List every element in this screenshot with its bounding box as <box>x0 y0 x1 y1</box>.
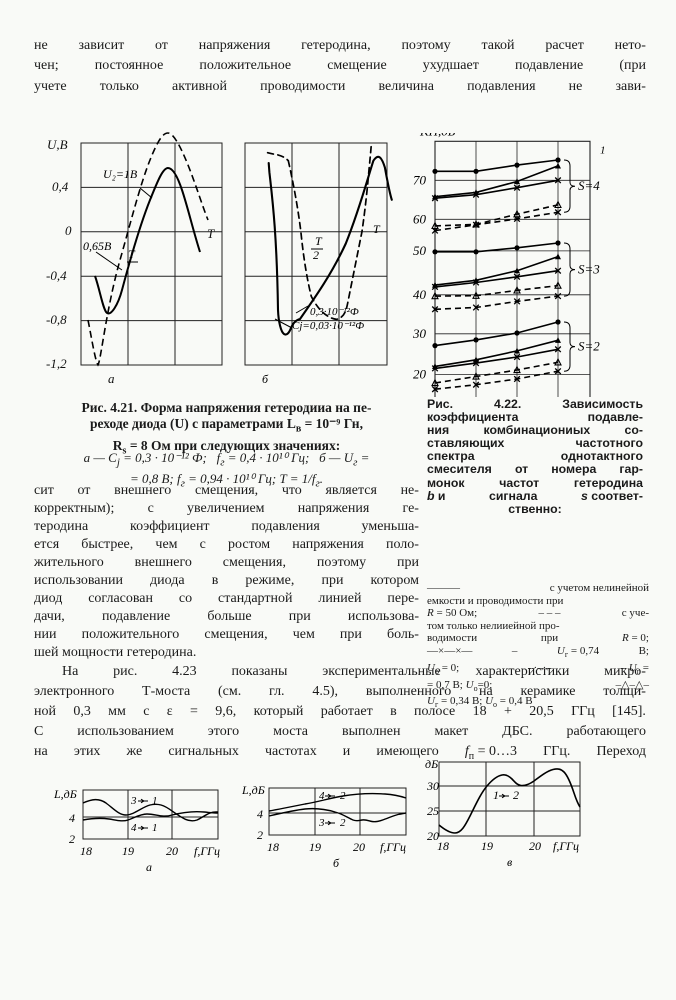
svg-text:S=4: S=4 <box>578 178 600 193</box>
svg-text:2: 2 <box>257 828 263 842</box>
svg-text:3: 3 <box>318 817 325 829</box>
svg-text:T: T <box>373 222 381 236</box>
svg-text:f,ГГц: f,ГГц <box>380 840 406 854</box>
svg-text:4: 4 <box>257 807 263 821</box>
svg-text:4: 4 <box>131 822 137 834</box>
svg-text:T: T <box>315 234 323 248</box>
svg-text:70: 70 <box>413 172 427 187</box>
svg-text:дБ: дБ <box>425 758 438 771</box>
svg-text:1: 1 <box>493 788 499 802</box>
svg-text:18: 18 <box>437 839 449 853</box>
svg-text:S=2: S=2 <box>578 339 600 354</box>
svg-text:a: a <box>146 860 152 874</box>
svg-text:50: 50 <box>413 243 427 258</box>
svg-text:20: 20 <box>529 839 541 853</box>
svg-text:18: 18 <box>267 840 279 854</box>
svg-text:2: 2 <box>340 817 346 829</box>
svg-text:4: 4 <box>69 811 75 825</box>
svg-text:2: 2 <box>313 248 319 262</box>
svg-text:40: 40 <box>413 287 427 302</box>
svg-text:19: 19 <box>122 844 134 858</box>
svg-text:L,дБ: L,дБ <box>53 787 77 801</box>
svg-text:f,ГГц: f,ГГц <box>553 839 579 853</box>
svg-text:1: 1 <box>600 144 606 156</box>
svg-text:2: 2 <box>513 788 519 802</box>
svg-text:25: 25 <box>427 804 439 818</box>
svg-text:20: 20 <box>413 367 427 382</box>
svg-text:30: 30 <box>412 326 427 341</box>
svg-text:3: 3 <box>130 795 137 807</box>
svg-text:19: 19 <box>309 840 321 854</box>
svg-text:L,дБ: L,дБ <box>241 783 265 797</box>
svg-text:1: 1 <box>152 822 158 834</box>
svg-text:Cj=0,03·10⁻¹²Ф: Cj=0,03·10⁻¹²Ф <box>292 320 364 332</box>
svg-text:в: в <box>507 855 512 869</box>
svg-text:20: 20 <box>353 840 365 854</box>
svg-text:60: 60 <box>413 211 427 226</box>
svg-text:30: 30 <box>426 779 439 793</box>
svg-text:2: 2 <box>69 832 75 846</box>
svg-text:20: 20 <box>166 844 178 858</box>
svg-text:0,3·10⁻¹²Ф: 0,3·10⁻¹²Ф <box>310 306 359 318</box>
svg-text:б: б <box>262 372 269 386</box>
svg-text:б: б <box>333 856 340 870</box>
svg-text:КП,дБ: КП,дБ <box>419 133 456 138</box>
svg-text:4: 4 <box>319 790 325 802</box>
svg-text:2: 2 <box>340 790 346 802</box>
svg-text:1: 1 <box>152 795 158 807</box>
svg-text:18: 18 <box>80 844 92 858</box>
svg-text:S=3: S=3 <box>578 262 600 277</box>
svg-text:f,ГГц: f,ГГц <box>194 844 220 858</box>
svg-text:19: 19 <box>481 839 493 853</box>
